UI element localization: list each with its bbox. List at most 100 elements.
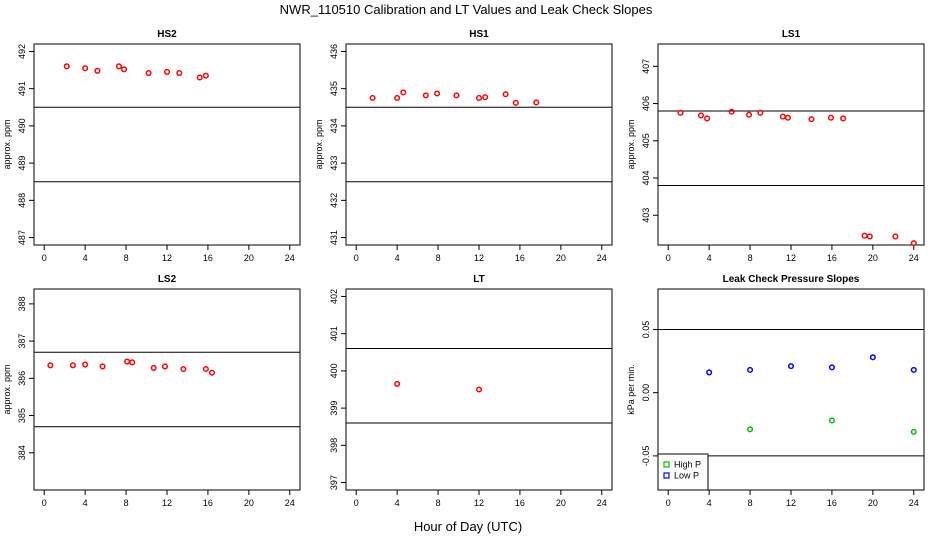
data-point (63, 63, 70, 70)
data-point (163, 68, 171, 75)
data-point (82, 65, 89, 72)
x-tick-label: 16 (203, 253, 213, 263)
data-point (728, 108, 735, 115)
y-tick-label: 404 (641, 170, 651, 185)
data-point (784, 114, 791, 121)
y-axis-label: approx. ppm (314, 119, 324, 169)
y-tick-label: 401 (329, 326, 339, 341)
y-tick-label: 386 (17, 371, 27, 386)
data-point (482, 94, 489, 101)
x-tick-label: 8 (124, 253, 129, 263)
panel-lt: LT 0 4 8 12 16 20 24 397 398 399 400 401 402 (329, 274, 613, 508)
x-tick-label: 0 (354, 498, 359, 508)
y-tick-label: 403 (641, 208, 651, 223)
data-point (161, 363, 169, 370)
y-tick-label: 385 (17, 408, 27, 423)
legend-box (657, 453, 709, 491)
x-tick-label: 12 (786, 253, 796, 263)
y-tick-label: 434 (329, 118, 339, 133)
x-tick-label: 24 (909, 253, 919, 263)
x-tick-label: 4 (83, 253, 88, 263)
data-point (94, 67, 101, 74)
data-point (176, 69, 183, 77)
data-point (196, 74, 203, 81)
y-tick-label: 436 (329, 44, 339, 59)
data-point (697, 112, 705, 119)
x-tick-label: 20 (556, 253, 566, 263)
data-point (69, 362, 76, 369)
y-tick-label: 0.05 (641, 321, 651, 339)
data-point (129, 359, 136, 366)
y-tick-label: 492 (17, 44, 27, 59)
data-point (99, 363, 106, 370)
x-tick-label: 4 (395, 253, 400, 263)
x-tick-label: 24 (909, 498, 919, 508)
x-tick-label: 12 (162, 253, 172, 263)
panel-title: LT (473, 274, 484, 285)
x-tick-label: 20 (556, 498, 566, 508)
data-point (82, 361, 89, 368)
x-axis-label: Hour of Day (UTC) (414, 519, 522, 534)
data-point (746, 111, 753, 118)
panel-hs2: HS2 0 4 8 12 16 20 24 487 488 489 490 491 492 approx. … (2, 29, 301, 263)
data-point (704, 115, 711, 122)
data-point (828, 364, 835, 371)
data-point (757, 109, 764, 116)
data-point (394, 94, 401, 102)
y-tick-label: 400 (329, 363, 339, 378)
data-point (502, 91, 509, 98)
plot-frame (33, 288, 301, 491)
y-tick-label: 432 (329, 193, 339, 208)
data-point (475, 94, 483, 102)
y-tick-label: 402 (329, 289, 339, 304)
data-point (533, 99, 540, 106)
data-point (145, 69, 152, 77)
data-point (422, 92, 429, 99)
x-tick-label: 12 (162, 498, 172, 508)
y-tick-label: 398 (329, 438, 339, 453)
y-axis-label: approx. ppm (2, 119, 12, 169)
x-tick-label: 4 (707, 498, 712, 508)
panel-ls1: LS1 0 4 8 12 16 20 24 403 404 405 406 407 approx. ppm (626, 29, 925, 263)
x-tick-label: 12 (474, 253, 484, 263)
x-tick-label: 24 (285, 498, 295, 508)
data-point (808, 116, 815, 123)
panel-title: HS2 (157, 29, 177, 40)
panel-ls2: LS2 0 4 8 12 16 20 24 384 385 386 387 388 approx. ppm (2, 274, 301, 508)
data-point (787, 363, 795, 370)
panel-title: HS1 (469, 29, 489, 40)
panel-hs1: HS1 0 4 8 12 16 20 24 431 432 433 434 435 436 approx. … (314, 29, 613, 263)
x-tick-label: 8 (436, 498, 441, 508)
y-tick-label: 387 (17, 334, 27, 349)
x-tick-label: 16 (827, 498, 837, 508)
data-point (115, 63, 122, 70)
data-point (202, 365, 209, 373)
y-tick-label: 0.00 (641, 384, 651, 402)
data-point (453, 92, 460, 99)
y-tick-label: 397 (329, 475, 339, 490)
y-tick-label: -0.05 (641, 446, 651, 467)
data-point (892, 233, 899, 240)
x-tick-label: 16 (515, 498, 525, 508)
x-tick-label: 4 (83, 498, 88, 508)
legend-label: High P (674, 460, 701, 470)
data-point (677, 109, 684, 116)
data-point (434, 90, 441, 97)
x-tick-label: 4 (707, 253, 712, 263)
y-tick-label: 399 (329, 401, 339, 416)
y-tick-label: 488 (17, 193, 27, 208)
panel-title: Leak Check Pressure Slopes (723, 274, 860, 285)
plot-frame (345, 288, 613, 491)
x-tick-label: 24 (285, 253, 295, 263)
legend-marker (663, 472, 670, 479)
plot-frame (345, 43, 613, 246)
data-point (861, 232, 868, 239)
x-tick-label: 0 (42, 253, 47, 263)
y-tick-label: 431 (329, 230, 339, 245)
data-point (840, 115, 847, 122)
data-point (869, 354, 876, 361)
x-tick-label: 8 (436, 253, 441, 263)
